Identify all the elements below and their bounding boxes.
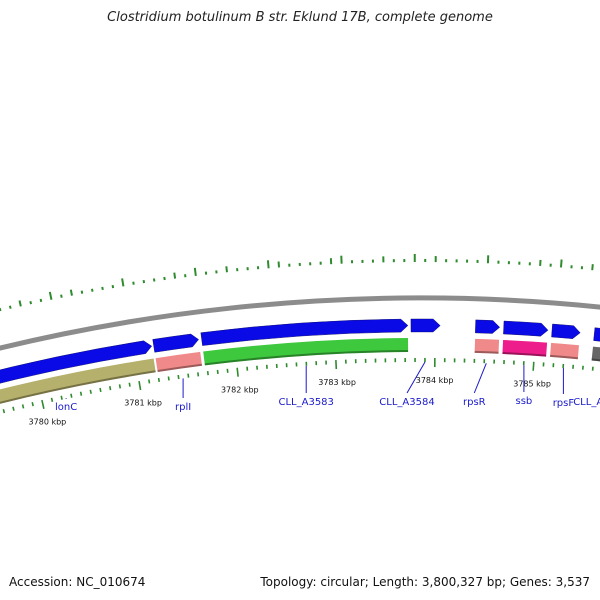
scale-label: 3785 kbp	[513, 380, 551, 389]
gc-tick	[8, 305, 12, 309]
cog-5-block	[474, 338, 500, 354]
scale-tick	[157, 377, 161, 383]
gene-label: ssb	[516, 396, 533, 407]
cog-5-edge	[474, 350, 499, 354]
gene-label: rplI	[175, 402, 191, 413]
cds-8-arrow	[551, 323, 581, 339]
cog-7-edge	[550, 354, 578, 360]
accession-text: Accession: NC_010674	[9, 575, 146, 589]
gc-tick	[225, 266, 228, 273]
gc-tick	[90, 288, 94, 292]
cds-3-arrow	[152, 333, 199, 353]
scale-ticks	[2, 358, 594, 414]
scale-label: 3783 kbp	[318, 378, 356, 387]
scale-label: 3780 kbp	[29, 417, 67, 426]
scale-tick	[187, 373, 190, 378]
scale-tick	[138, 380, 142, 391]
scale-tick	[41, 399, 45, 409]
gc-tick	[60, 294, 63, 298]
cog-8-edge	[591, 358, 600, 362]
scale-tick	[79, 391, 83, 396]
gc-tick	[559, 259, 563, 268]
gene-label: CLL_A3583	[278, 397, 333, 408]
scale-tick	[31, 402, 34, 407]
cog-4-block	[203, 338, 409, 366]
scale-tick	[21, 404, 25, 409]
gc-tick	[39, 298, 43, 303]
gene-label: CLL_A3584	[379, 397, 434, 408]
cog-3-block	[155, 351, 202, 372]
scale-tick	[70, 393, 73, 398]
gc-tick	[101, 286, 104, 291]
cog-7-block	[550, 342, 579, 360]
scale-tick	[12, 406, 15, 411]
forward-cds-track	[0, 318, 600, 384]
genome-summary-text: Topology: circular; Length: 3,800,327 bp…	[260, 575, 590, 589]
cog-8-block	[591, 346, 600, 362]
scale-tick	[89, 389, 92, 394]
scale-tick	[109, 386, 112, 391]
gene-label-leader	[473, 363, 487, 394]
scale-label: 3781 kbp	[124, 399, 162, 408]
cog-4-edge	[204, 350, 409, 366]
cds-6-arrow	[475, 319, 500, 334]
scale-tick	[118, 384, 122, 389]
cds-2-arrow	[0, 340, 152, 384]
cds-5-arrow	[410, 318, 441, 333]
gc-content-ticks	[0, 254, 594, 312]
gene-labels: dnaBlonCrplICLL_A3583CLL_A3584rpsRssbrps…	[55, 361, 600, 413]
genome-backbone	[0, 295, 600, 351]
gene-label-leader	[406, 361, 426, 394]
cog-2-edge	[0, 370, 156, 404]
gene-label: CLL_A3588	[573, 397, 600, 408]
scale-tick	[128, 382, 131, 387]
scale-tick	[197, 372, 200, 377]
gc-tick	[266, 260, 270, 269]
gc-tick	[111, 284, 115, 289]
scale-tick	[2, 408, 6, 414]
cog-3-edge	[157, 363, 203, 372]
cog-track	[0, 338, 600, 404]
gc-tick	[29, 300, 33, 305]
map-title: Clostridium botulinum B str. Eklund 17B,…	[107, 10, 493, 25]
gc-tick	[18, 300, 22, 307]
gene-label: lonC	[55, 402, 77, 413]
gc-tick	[48, 291, 53, 300]
scale-tick	[148, 379, 151, 384]
scale-tick	[60, 395, 63, 400]
scale-tick	[99, 387, 102, 393]
cds-7-arrow	[503, 320, 549, 337]
gc-tick	[591, 264, 594, 271]
scale-tick	[50, 397, 54, 402]
gc-tick	[173, 272, 177, 279]
gene-label: rpsF	[553, 398, 575, 409]
scale-label: 3784 kbp	[416, 376, 454, 385]
scale-label: 3782 kbp	[221, 386, 259, 395]
scale-tick	[167, 376, 170, 381]
gc-tick	[69, 289, 73, 296]
gc-tick	[121, 278, 125, 287]
cds-4-arrow	[200, 318, 409, 346]
gene-label: rpsR	[463, 397, 486, 408]
cog-2-block	[0, 358, 156, 404]
cog-6-block	[502, 340, 548, 357]
scale-tick	[236, 367, 239, 377]
scale-tick	[177, 374, 180, 380]
gc-tick	[80, 290, 84, 294]
cds-9-arrow	[593, 327, 600, 342]
gc-tick	[193, 267, 197, 276]
cog-6-edge	[502, 352, 547, 357]
scale-tick	[532, 361, 535, 371]
